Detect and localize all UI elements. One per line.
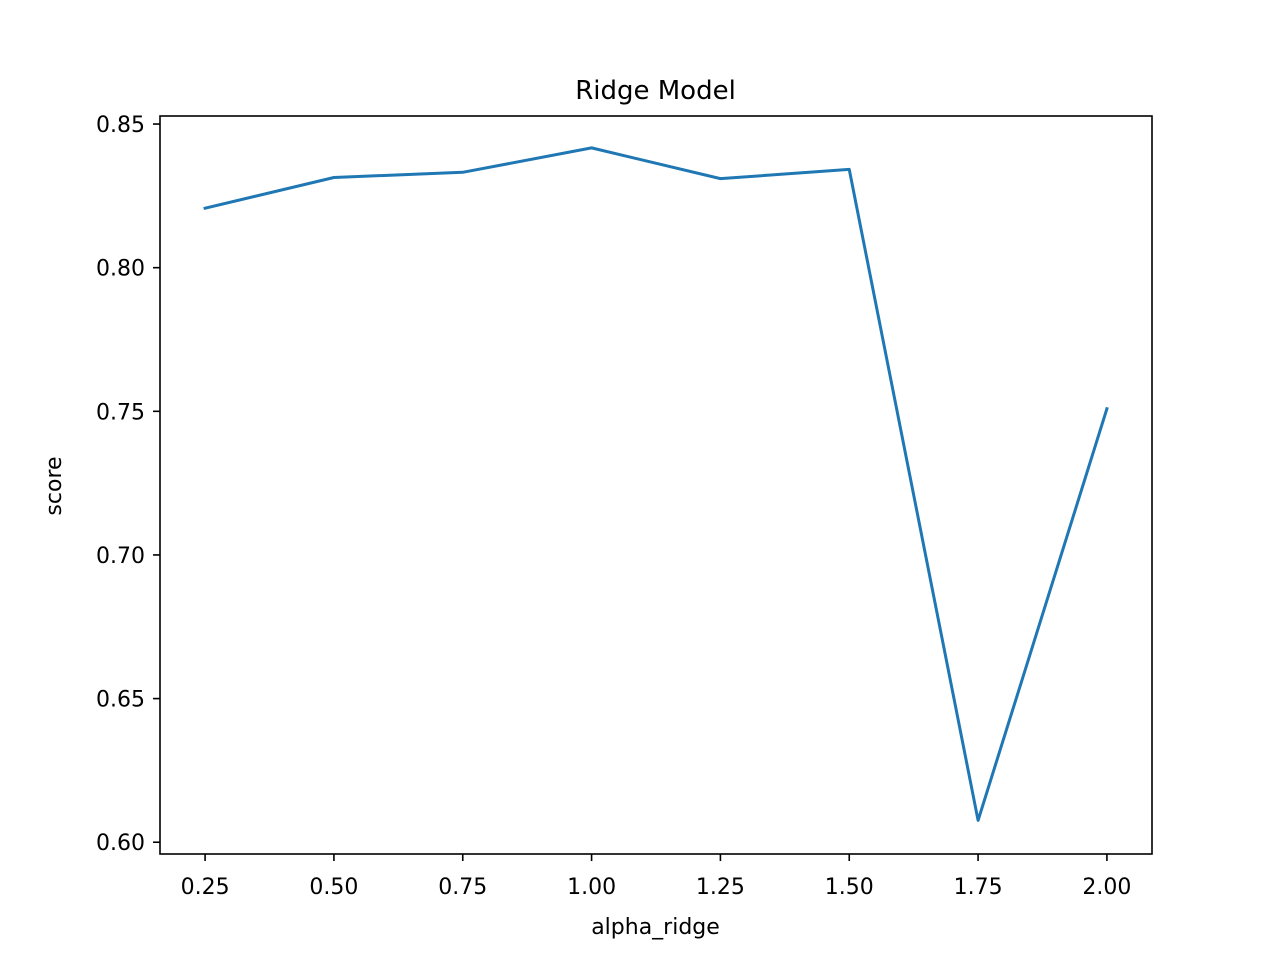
chart-title: Ridge Model	[575, 76, 736, 106]
y-tick-label: 0.70	[96, 544, 145, 569]
x-tick-label: 0.50	[309, 875, 358, 900]
x-tick-label: 1.50	[825, 875, 874, 900]
x-tick-label: 1.00	[567, 875, 616, 900]
y-axis-label: score	[42, 456, 67, 515]
x-tick-label: 1.25	[696, 875, 745, 900]
x-tick-label: 0.25	[181, 875, 230, 900]
series-line-0	[203, 146, 1109, 822]
x-tick-label: 2.00	[1082, 875, 1131, 900]
x-tick-label: 0.75	[438, 875, 487, 900]
y-tick-label: 0.65	[96, 688, 145, 713]
y-tick-label: 0.60	[96, 831, 145, 856]
axes-frame	[159, 115, 1153, 855]
x-tick-label: 1.75	[954, 875, 1003, 900]
y-tick-label: 0.75	[96, 400, 145, 425]
y-tick-label: 0.85	[96, 113, 145, 138]
y-tick-label: 0.80	[96, 257, 145, 282]
x-axis-label: alpha_ridge	[591, 915, 720, 940]
plot-area: 0.25 0.50 0.75 1.00 1.25 1.50 1.75 2.00 0.60 0.65…	[96, 113, 1153, 900]
